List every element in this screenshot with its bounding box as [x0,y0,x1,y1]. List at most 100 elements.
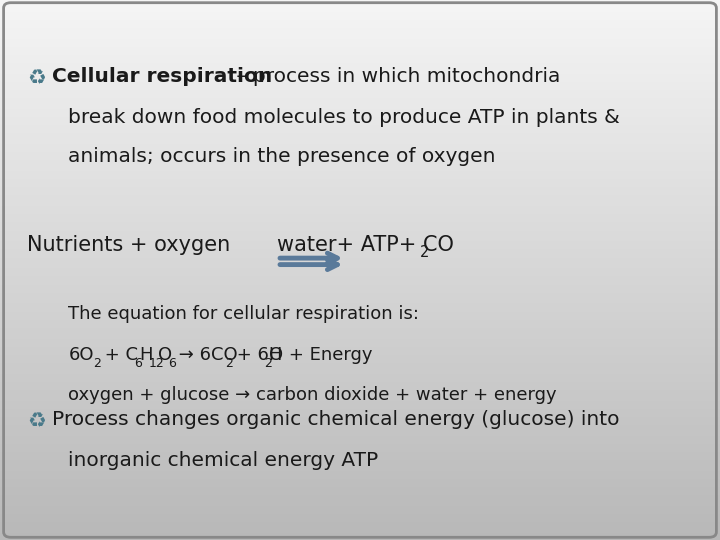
Bar [0,386,720,389]
Bar [0,14,720,16]
Bar [0,81,720,84]
Text: Nutrients + oxygen: Nutrients + oxygen [27,235,230,255]
Text: 6: 6 [168,357,176,370]
Text: ♻: ♻ [27,68,46,87]
Bar [0,130,720,132]
Bar [0,57,720,59]
Bar [0,305,720,308]
Bar [0,216,720,219]
Bar [0,456,720,459]
Bar [0,105,720,108]
Bar [0,43,720,46]
Bar [0,516,720,518]
Bar [0,400,720,402]
Bar [0,176,720,178]
Bar [0,413,720,416]
Bar [0,521,720,524]
Bar [0,505,720,508]
Bar [0,286,720,289]
Bar [0,30,720,32]
Bar [0,526,720,529]
Bar [0,405,720,408]
Text: 2: 2 [225,357,233,370]
Bar [0,146,720,148]
Bar [0,97,720,100]
Text: animals; occurs in the presence of oxygen: animals; occurs in the presence of oxyge… [68,147,496,166]
Bar [0,27,720,30]
Bar [0,529,720,532]
Bar [0,270,720,273]
Bar [0,213,720,216]
Bar [0,170,720,173]
Bar [0,481,720,483]
Bar [0,332,720,335]
Bar [0,89,720,92]
Bar [0,235,720,238]
Bar [0,159,720,162]
Bar [0,256,720,259]
Bar [0,211,720,213]
Bar [0,221,720,224]
Bar [0,459,720,462]
Bar [0,281,720,284]
Text: Cellular respiration: Cellular respiration [52,68,272,86]
Bar [0,119,720,122]
Bar [0,513,720,516]
Text: + 6H: + 6H [231,346,282,363]
Bar [0,11,720,14]
Bar [0,103,720,105]
Bar [0,483,720,486]
Text: water+ ATP+ CO: water+ ATP+ CO [277,235,454,255]
Text: ♻: ♻ [27,410,46,430]
Text: The equation for cellular respiration is:: The equation for cellular respiration is… [68,305,419,323]
Bar [0,440,720,443]
Bar [0,310,720,313]
Text: – process in which mitochondria: – process in which mitochondria [230,68,560,86]
Bar [0,510,720,513]
Bar [0,348,720,351]
Bar [0,5,720,8]
Bar [0,167,720,170]
Bar [0,316,720,319]
Bar [0,292,720,294]
Bar [0,389,720,392]
Bar [0,472,720,475]
Bar [0,370,720,373]
Bar [0,267,720,270]
Bar [0,321,720,324]
Bar [0,284,720,286]
Bar [0,116,720,119]
Bar [0,497,720,500]
Bar [0,427,720,429]
Text: Process changes organic chemical energy (glucose) into: Process changes organic chemical energy … [52,410,619,429]
Bar [0,470,720,472]
Bar [0,408,720,410]
Bar [0,262,720,265]
Bar [0,151,720,154]
Bar [0,35,720,38]
Bar [0,65,720,68]
Bar [0,243,720,246]
Bar [0,364,720,367]
Bar [0,518,720,521]
Bar [0,383,720,386]
Bar [0,202,720,205]
Bar [0,289,720,292]
Bar [0,246,720,248]
Bar [0,491,720,494]
Bar [0,200,720,202]
Bar [0,421,720,424]
Bar [0,351,720,354]
Bar [0,335,720,338]
Bar [0,324,720,327]
Text: oxygen + glucose → carbon dioxide + water + energy: oxygen + glucose → carbon dioxide + wate… [68,386,557,404]
Bar [0,319,720,321]
Bar [0,86,720,89]
Bar [0,535,720,537]
Bar [0,219,720,221]
Bar [0,338,720,340]
Bar [0,500,720,502]
Bar [0,254,720,256]
Bar [0,162,720,165]
Bar [0,19,720,22]
